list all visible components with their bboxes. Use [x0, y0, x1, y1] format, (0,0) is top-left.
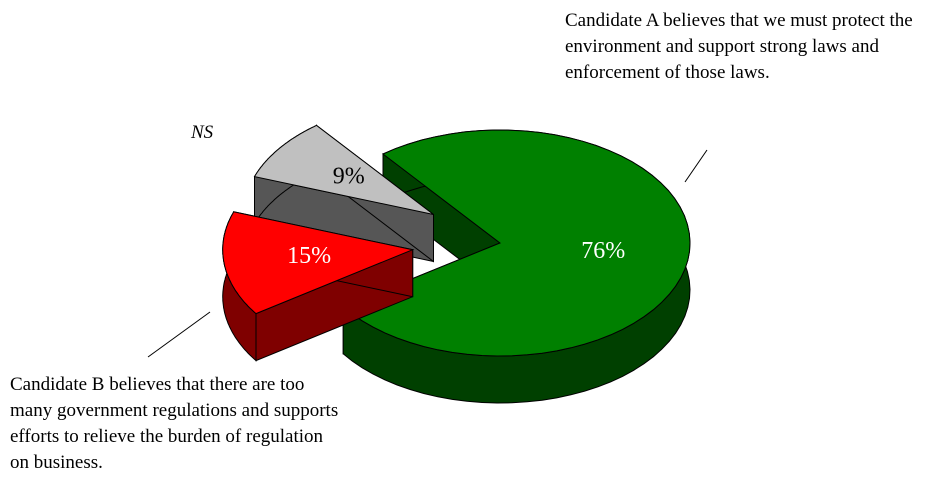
- leader-line: [147, 311, 211, 358]
- slice: [342, 129, 691, 357]
- value-label: 15%: [287, 243, 331, 269]
- value-label: 9%: [333, 164, 365, 190]
- leader-line: [684, 149, 708, 183]
- value-label: 76%: [581, 238, 625, 264]
- slice: [253, 124, 434, 215]
- category-label: NS: [191, 122, 214, 143]
- category-label: Candidate B believes that there are too …: [10, 374, 339, 473]
- slice: [222, 211, 415, 315]
- category-label: Candidate A believes that we must protec…: [565, 10, 913, 83]
